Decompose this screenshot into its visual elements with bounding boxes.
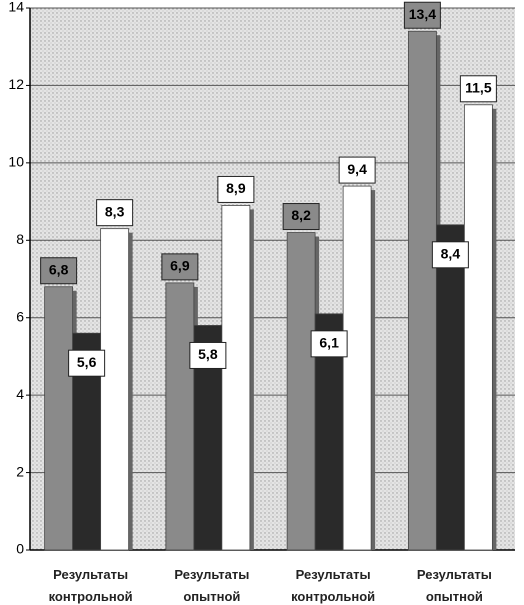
bar-side (371, 190, 376, 551)
y-tick-label: 8 (16, 231, 24, 247)
value-label: 6,1 (319, 335, 339, 351)
bar (407, 30, 437, 551)
bar (44, 286, 74, 551)
value-label: 13,4 (409, 6, 436, 22)
value-label: 8,2 (291, 207, 311, 223)
value-label-box (189, 341, 227, 369)
bar (342, 185, 372, 551)
value-label-box (431, 241, 469, 269)
x-tick-label: Результаты контрольной (48, 567, 133, 604)
value-label-box (68, 349, 106, 377)
value-label-box (310, 330, 348, 358)
value-label: 11,5 (465, 79, 492, 95)
value-label-box (338, 156, 376, 184)
bar (221, 205, 251, 551)
bar (286, 232, 316, 551)
value-label-box (403, 1, 441, 29)
bar (100, 228, 130, 551)
value-label: 8,9 (226, 180, 246, 196)
value-label: 8,3 (105, 203, 125, 219)
y-tick-label: 4 (16, 386, 24, 402)
bar-side (249, 209, 254, 550)
value-label-box (40, 257, 78, 285)
value-label-box (96, 199, 134, 227)
bar-side (128, 232, 133, 550)
y-tick-label: 2 (16, 463, 24, 479)
value-label: 5,6 (77, 354, 97, 370)
bar-side (492, 108, 497, 551)
value-label: 8,4 (441, 246, 461, 262)
x-tick-label: Результаты опытной (416, 567, 492, 604)
value-label-box (459, 75, 497, 103)
y-tick-label: 0 (16, 541, 24, 557)
value-label-box (217, 175, 255, 203)
bar (165, 282, 195, 551)
y-tick-label: 14 (8, 0, 24, 15)
x-tick-label: Результаты контрольной (291, 567, 376, 604)
value-label: 5,8 (198, 346, 218, 362)
x-tick-label: Результаты опытной (174, 567, 250, 604)
bar (463, 104, 493, 551)
y-tick-label: 10 (8, 154, 24, 170)
value-label-box (161, 253, 199, 281)
y-tick-label: 12 (8, 76, 24, 92)
y-tick-label: 6 (16, 308, 24, 324)
value-label: 6,9 (170, 258, 190, 274)
bar (435, 224, 465, 551)
value-label: 6,8 (49, 261, 69, 277)
value-label-box (282, 203, 320, 231)
value-label: 9,4 (347, 161, 367, 177)
